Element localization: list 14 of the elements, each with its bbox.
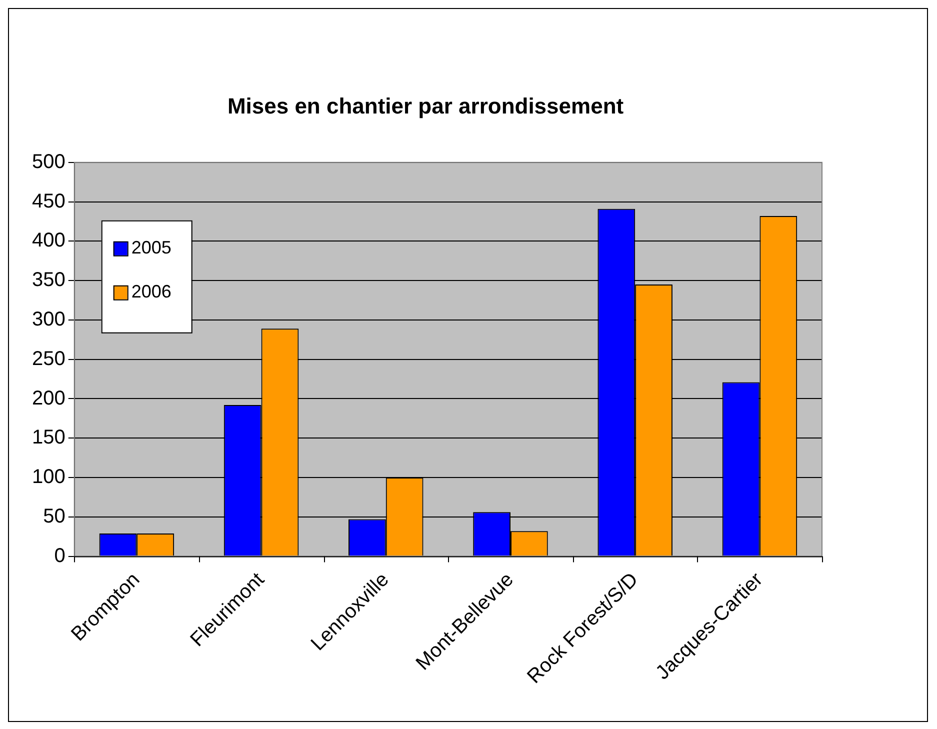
y-tick-label: 300: [32, 308, 66, 330]
y-tick-label: 250: [32, 348, 66, 370]
y-tick-label: 500: [32, 150, 66, 173]
y-tick-label: 150: [32, 426, 66, 449]
legend-label: 2006: [131, 281, 172, 302]
chart-title: Mises en chantier par arrondissement: [227, 93, 624, 118]
y-tick-label: 400: [32, 230, 66, 252]
legend-label: 2005: [131, 237, 172, 258]
y-tick-label: 100: [32, 466, 66, 488]
y-tick-label: 450: [32, 190, 66, 212]
y-tick-label: 350: [32, 269, 66, 292]
y-tick-label: 50: [43, 505, 66, 528]
y-tick-label: 0: [54, 544, 66, 567]
y-tick-label: 200: [32, 387, 66, 410]
